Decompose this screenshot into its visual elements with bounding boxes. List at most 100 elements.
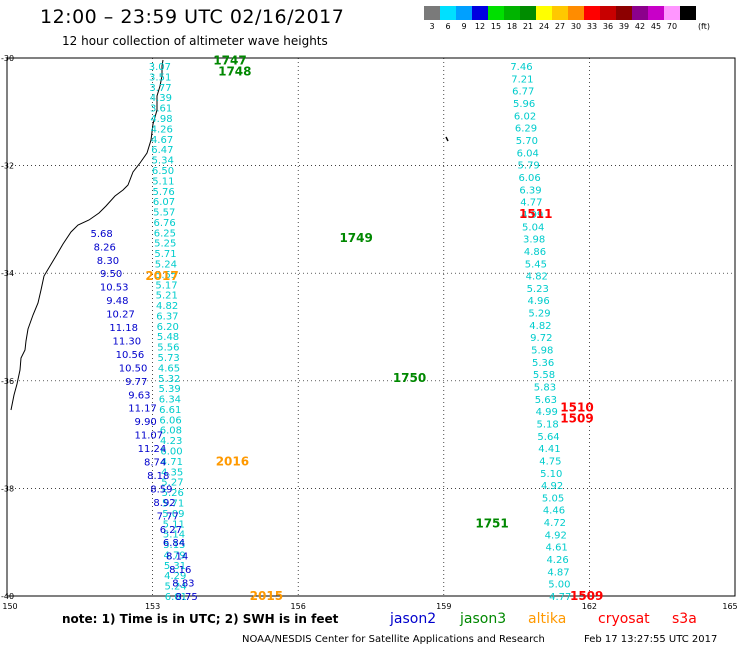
swh-value: 5.04 — [522, 222, 544, 233]
lon-tick-label: 165 — [722, 602, 737, 611]
swh-value: 5.10 — [540, 469, 562, 480]
swh-value: 5.83 — [534, 382, 556, 393]
legend-cryosat: cryosat — [598, 611, 650, 627]
swh-value: 5.24 — [155, 259, 177, 270]
colorbar-swatch: 18 — [504, 6, 520, 31]
swh-value: 6.34 — [159, 395, 181, 406]
swh-value: 4.96 — [527, 296, 549, 307]
swh-value: 9.77 — [125, 377, 147, 388]
swh-value: 5.68 — [91, 229, 113, 240]
swh-value: 4.98 — [150, 114, 172, 125]
swh-value: 5.73 — [158, 353, 180, 364]
swh-value: 6.76 — [153, 218, 175, 229]
legend-s3a: s3a — [672, 611, 697, 627]
colorbar-swatch: 42 — [632, 6, 648, 31]
colorbar-label: 30 — [570, 22, 582, 31]
pass-label: 1748 — [218, 64, 251, 78]
colorbar-label: 18 — [506, 22, 518, 31]
swh-value: 4.77 — [520, 198, 542, 209]
footnote: note: 1) Time is in UTC; 2) SWH is in fe… — [62, 612, 339, 626]
swh-value: 11.18 — [109, 323, 138, 334]
colorbar-swatch: 27 — [552, 6, 568, 31]
swh-value: 5.11 — [163, 519, 185, 530]
legend-jason3: jason3 — [460, 611, 507, 627]
swh-value: 5.09 — [162, 509, 184, 520]
swh-value: 5.29 — [528, 309, 550, 320]
coastline-dot — [445, 136, 449, 142]
swh-value: 4.23 — [160, 436, 182, 447]
swh-value: 4.99 — [536, 407, 558, 418]
swh-value: 7.77 — [157, 511, 179, 522]
swh-value: 5.32 — [158, 374, 180, 385]
swh-value: 8.59 — [150, 484, 172, 495]
colorbar-label: 9 — [461, 22, 467, 31]
swh-value: 4.26 — [151, 124, 173, 135]
swh-value: 6.08 — [160, 426, 182, 437]
swh-value: 6.06 — [518, 173, 540, 184]
pass-label: 1509 — [570, 589, 603, 603]
swh-value: 3.77 — [149, 83, 171, 94]
lon-tick-label: 150 — [2, 602, 17, 611]
swh-value: 3.61 — [150, 104, 172, 115]
swh-value: 4.82 — [529, 321, 551, 332]
swh-value: 5.39 — [158, 384, 180, 395]
map-subtitle: 12 hour collection of altimeter wave hei… — [62, 34, 328, 48]
colorbar-swatch: 70 — [664, 6, 680, 31]
timestamp: Feb 17 13:27:55 UTC 2017 — [584, 634, 718, 645]
pass-label: 1749 — [339, 231, 372, 245]
pass-label: 2015 — [250, 589, 283, 603]
colorbar-swatch: 9 — [456, 6, 472, 31]
colorbar-swatch: 3 — [424, 6, 440, 31]
colorbar-label: 39 — [618, 22, 630, 31]
swh-value: 4.82 — [156, 301, 178, 312]
swh-value: 5.21 — [156, 291, 178, 302]
colorbar-label: 70 — [666, 22, 678, 31]
swh-value: 6.20 — [157, 322, 179, 333]
colorbar-swatch: 45 — [648, 6, 664, 31]
swh-value: 3.51 — [149, 72, 171, 83]
pass-label: 1510 — [560, 401, 593, 415]
colorbar-label: 36 — [602, 22, 614, 31]
swh-value: 4.86 — [524, 247, 546, 258]
colorbar-unit: (ft) — [697, 22, 710, 31]
swh-value: 3.98 — [523, 235, 545, 246]
swh-value: 4.75 — [539, 456, 561, 467]
swh-value: 5.15 — [163, 540, 185, 551]
wave-height-colorbar: 3 6 9 12 15 18 21 24 27 30 33 36 39 42 45 70 (ft) — [424, 6, 710, 31]
swh-value: 6.04 — [517, 148, 539, 159]
credit-text: NOAA/NESDIS Center for Satellite Applica… — [242, 634, 545, 645]
lon-tick-label: 156 — [291, 602, 306, 611]
swh-value: 11.07 — [135, 431, 164, 442]
swh-value: 3.07 — [149, 62, 171, 73]
swh-value: 5.31 — [164, 561, 186, 572]
pass-label: 2016 — [216, 455, 249, 469]
colorbar-label: 42 — [634, 22, 646, 31]
pass-label: 1509 — [560, 411, 593, 425]
swh-value: 5.26 — [162, 488, 184, 499]
swh-value: 5.96 — [513, 99, 535, 110]
lon-tick-label: 153 — [145, 602, 160, 611]
swh-value: 6.06 — [159, 415, 181, 426]
swh-value: 6.25 — [154, 228, 176, 239]
swh-value: 8.75 — [175, 592, 197, 603]
swh-value: 5.45 — [525, 259, 547, 270]
swh-value: 5.23 — [527, 284, 549, 295]
colorbar-label: 21 — [522, 22, 534, 31]
swh-value: 5.64 — [537, 432, 559, 443]
colorbar-swatch: (ft) — [680, 6, 710, 31]
lon-tick-label: 162 — [582, 602, 597, 611]
swh-value: 5.58 — [533, 370, 555, 381]
swh-value: 4.99 — [521, 210, 543, 221]
swh-value: 5.24 — [164, 582, 186, 593]
swh-value: 8.30 — [97, 256, 119, 267]
swh-value: 4.35 — [161, 467, 183, 478]
colorbar-swatch: 39 — [616, 6, 632, 31]
swh-value: 7.46 — [510, 62, 532, 73]
swh-value: 10.50 — [119, 363, 148, 374]
lat-tick-label: -34 — [1, 269, 14, 278]
pass-label: 1511 — [519, 207, 552, 221]
swh-value: 11.17 — [128, 404, 157, 415]
swh-value: 4.41 — [538, 444, 560, 455]
swh-value: 5.17 — [155, 280, 177, 291]
